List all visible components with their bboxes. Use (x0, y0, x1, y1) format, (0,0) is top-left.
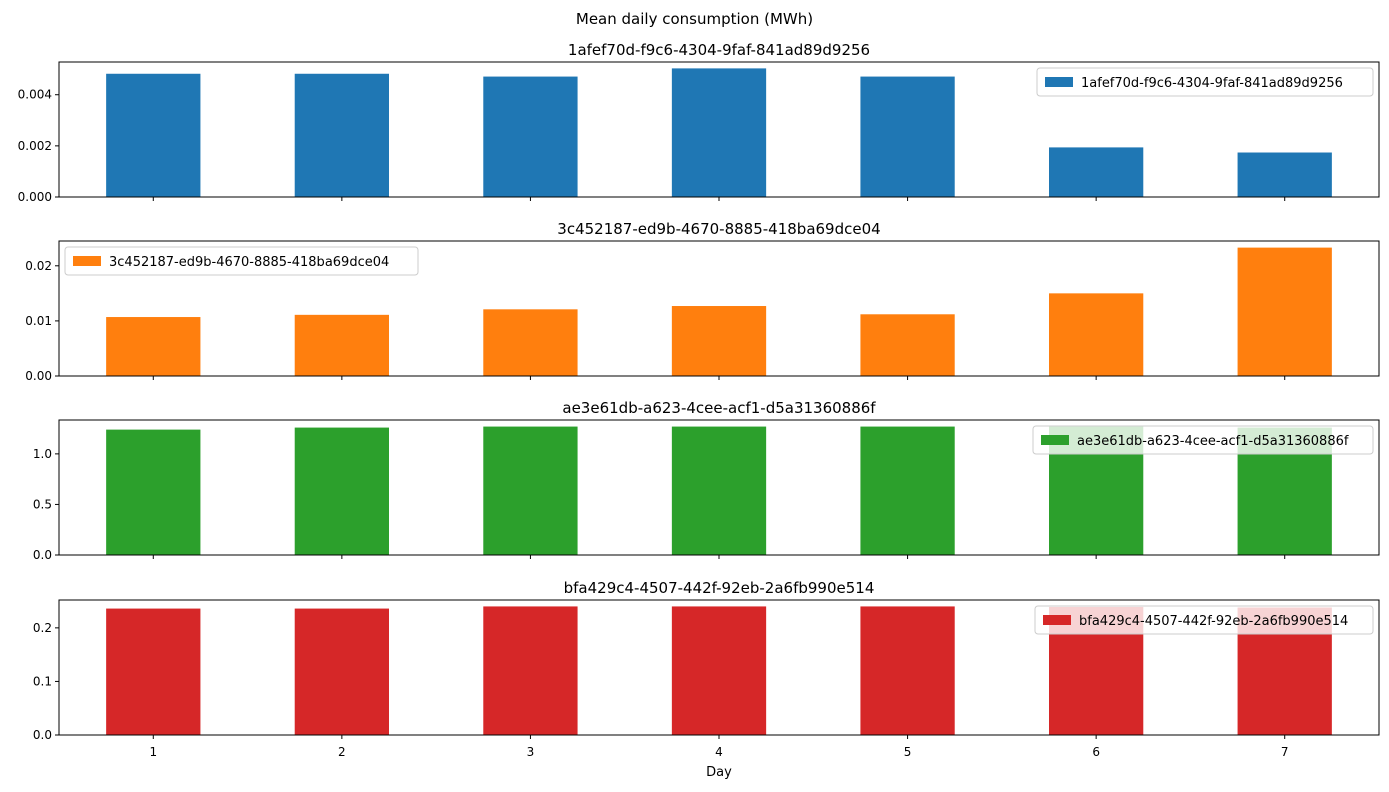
figure-suptitle: Mean daily consumption (MWh) (576, 10, 813, 28)
legend-swatch (73, 256, 101, 266)
bar (483, 426, 578, 555)
bar (860, 314, 955, 376)
legend-label: ae3e61db-a623-4cee-acf1-d5a31360886f (1077, 434, 1349, 449)
legend-label: bfa429c4-4507-442f-92eb-2a6fb990e514 (1079, 614, 1348, 629)
x-tick-label: 6 (1092, 745, 1100, 759)
y-tick-label: 0.002 (18, 139, 52, 153)
x-tick-label: 2 (338, 745, 346, 759)
bar (860, 426, 955, 555)
axes-frame (58, 419, 1380, 556)
bar (860, 76, 955, 197)
x-tick-label: 7 (1281, 745, 1289, 759)
axes-frame (58, 61, 1380, 198)
legend-box (1036, 67, 1374, 97)
legend-swatch (1045, 77, 1073, 87)
legend-label: 1afef70d-f9c6-4304-9faf-841ad89d9256 (1081, 76, 1343, 91)
y-tick-label: 0.1 (33, 674, 52, 688)
bar (860, 606, 955, 735)
y-tick-label: 0.5 (33, 497, 52, 511)
legend-swatch (1043, 615, 1071, 625)
bar (294, 427, 389, 555)
x-tick-label: 3 (527, 745, 535, 759)
legend-box (1032, 425, 1374, 455)
bar (106, 73, 201, 197)
x-tick-label: 5 (904, 745, 912, 759)
bar (1049, 147, 1144, 197)
x-tick-label: 1 (149, 745, 157, 759)
bar (1237, 152, 1332, 197)
bar (671, 426, 767, 555)
axes-frame (58, 240, 1380, 377)
bar (1049, 293, 1144, 376)
bar (1237, 247, 1332, 376)
subplot-title: 3c452187-ed9b-4670-8885-418ba69dce04 (557, 220, 880, 238)
bar (106, 317, 201, 376)
y-tick-label: 0.02 (25, 259, 52, 273)
bar (483, 606, 578, 735)
x-tick-label: 4 (715, 745, 723, 759)
legend-box (1034, 605, 1374, 635)
subplot-title: bfa429c4-4507-442f-92eb-2a6fb990e514 (564, 579, 875, 597)
subplot-title: ae3e61db-a623-4cee-acf1-d5a31360886f (562, 399, 876, 417)
subplot-title: 1afef70d-f9c6-4304-9faf-841ad89d9256 (568, 41, 870, 59)
y-tick-label: 0.01 (25, 314, 52, 328)
bar (483, 76, 578, 197)
legend-box (64, 246, 419, 276)
axes-frame (58, 599, 1380, 736)
bar (294, 314, 389, 376)
bar (671, 68, 767, 197)
bar (106, 608, 201, 735)
y-tick-label: 0.000 (18, 190, 52, 204)
y-tick-label: 0.00 (25, 369, 52, 383)
x-axis-label: Day (706, 765, 732, 780)
bar (294, 73, 389, 197)
bar (483, 309, 578, 376)
y-tick-label: 0.0 (33, 728, 52, 742)
y-tick-label: 0.004 (18, 88, 52, 102)
bar (671, 306, 767, 376)
y-tick-label: 0.2 (33, 621, 52, 635)
legend-label: 3c452187-ed9b-4670-8885-418ba69dce04 (109, 255, 389, 270)
bar (106, 429, 201, 555)
bar (294, 608, 389, 735)
legend-swatch (1041, 435, 1069, 445)
bar (671, 606, 767, 735)
y-tick-label: 1.0 (33, 447, 52, 461)
y-tick-label: 0.0 (33, 548, 52, 562)
